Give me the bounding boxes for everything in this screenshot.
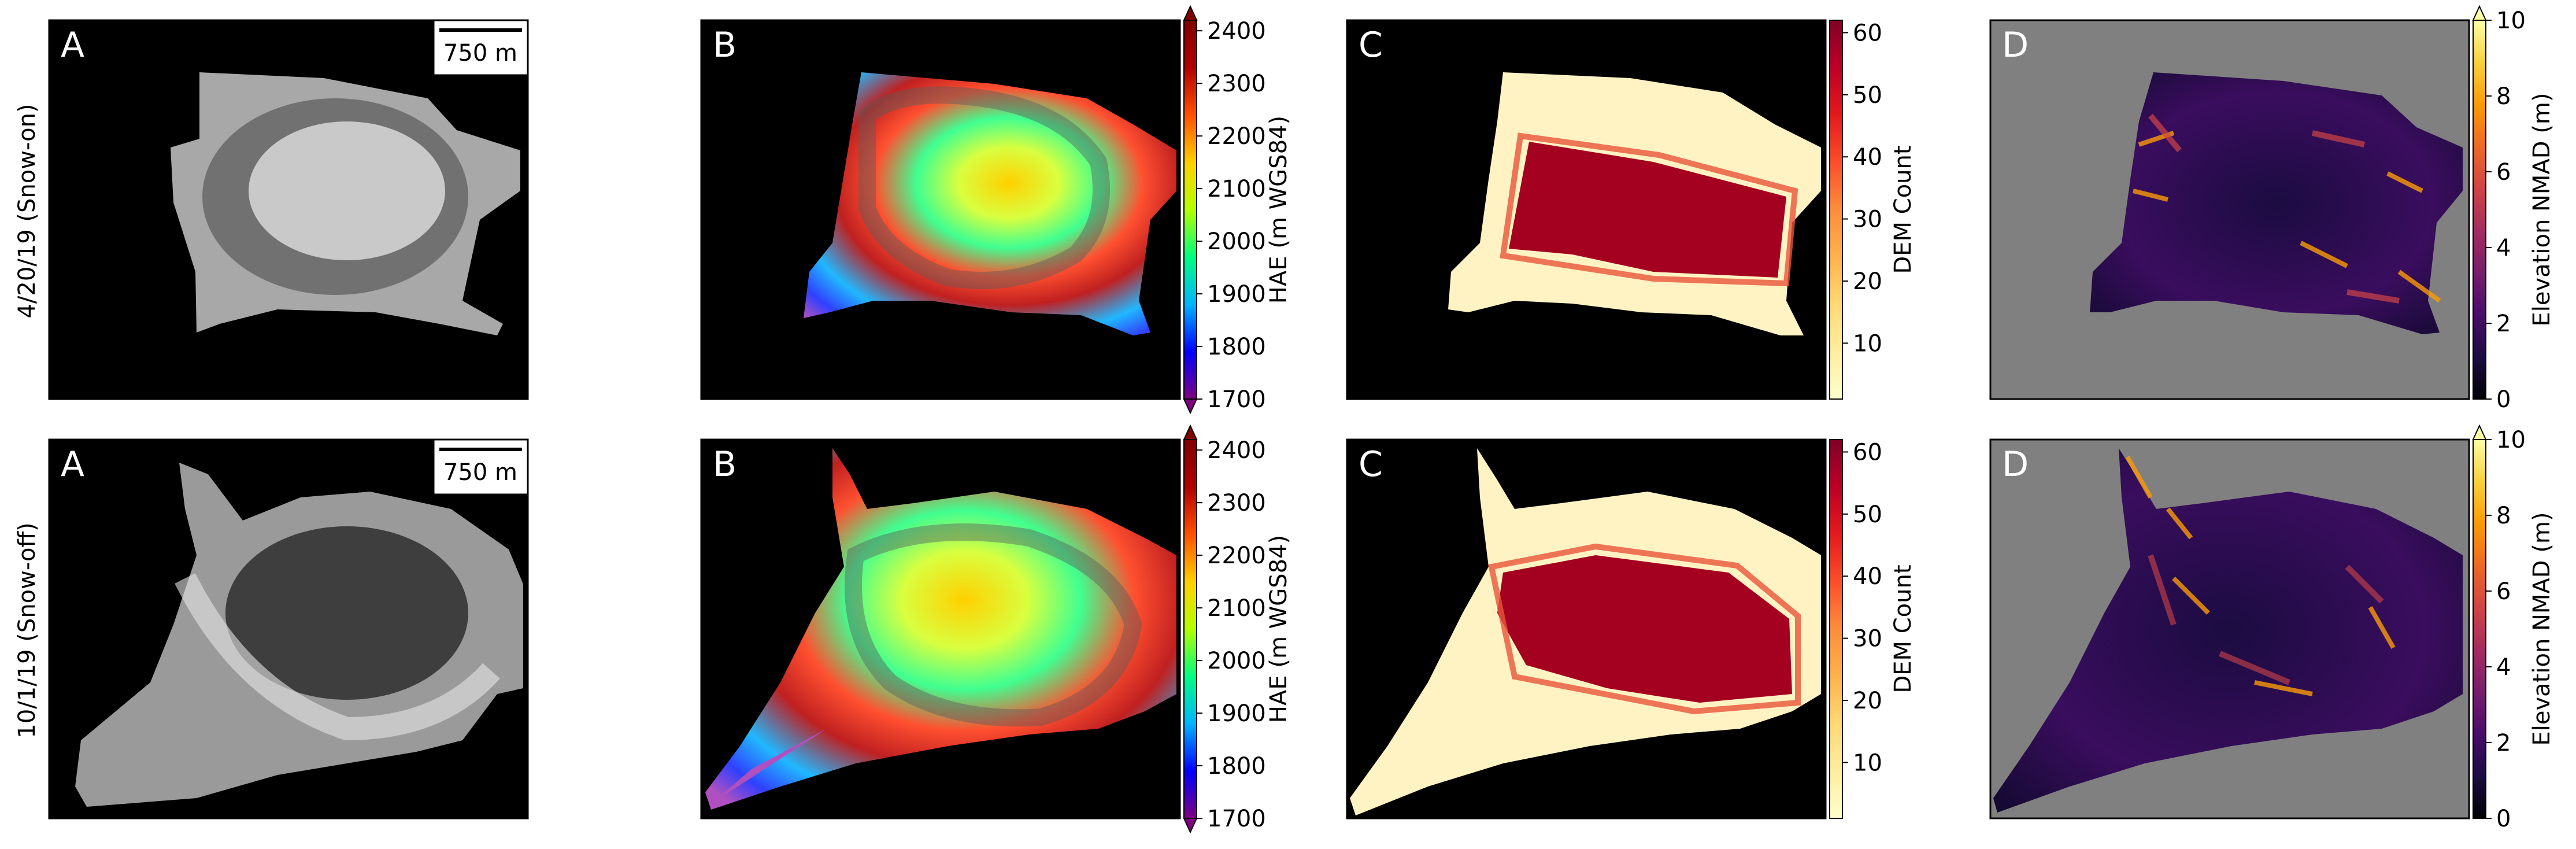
colorbar-tick-label: 4 [2496, 654, 2511, 681]
colorbar-tick-label: 1800 [1207, 334, 1266, 360]
colorbar-tick-label: 1700 [1207, 386, 1266, 413]
panel-letter-d-bottom: D [2002, 444, 2029, 485]
nmad-mask-bottom [1993, 448, 2463, 813]
nmad-mask-top [2090, 72, 2463, 334]
panel-letter-a-bottom: A [61, 444, 84, 485]
colorbar-b-1 [1183, 439, 1197, 819]
colorbar-tick-label: 4 [2496, 235, 2511, 261]
colorbar-label-d-1: Elevation NMAD (m) [2529, 512, 2555, 745]
panel-a-top: 750 m A [48, 19, 529, 400]
panel-c-bottom: C [1346, 438, 1827, 820]
colorbar-tick-label: 10 [1853, 750, 1882, 776]
colorbar-extend-max-b-1 [1183, 424, 1198, 440]
colorbar-tick-label: 10 [2496, 427, 2526, 453]
colorbar-tick-label: 2400 [1207, 18, 1266, 45]
colorbar-tick-label: 0 [2496, 386, 2511, 413]
dem-mask-bottom [705, 448, 1176, 810]
colorbar-extend-max-d-0 [2472, 5, 2487, 21]
panel-b-bottom: B [700, 438, 1181, 820]
panel-letter-a-top: A [61, 25, 84, 65]
panel-d-top: D [1989, 19, 2470, 400]
colorbar-label-b-1: HAE (m WGS84) [1265, 535, 1292, 723]
colorbar-tick-label: 2300 [1207, 490, 1266, 516]
panel-letter-c-bottom: C [1359, 444, 1383, 485]
colorbar-tick-label: 30 [1853, 626, 1882, 652]
colorbar-tick-label: 40 [1853, 563, 1882, 590]
colorbar-tick-label: 2200 [1207, 123, 1266, 150]
colorbar-tick-label: 2000 [1207, 228, 1266, 255]
colorbar-tick-label: 2300 [1207, 71, 1266, 97]
colorbar-tick-label: 2000 [1207, 648, 1266, 674]
colorbar-tick-label: 8 [2496, 503, 2511, 529]
colorbar-tick-label: 2100 [1207, 176, 1266, 202]
panel-letter-b-top: B [713, 25, 736, 65]
colorbar-tick-label: 2400 [1207, 437, 1266, 464]
colorbar-label-c-0: DEM Count [1890, 145, 1916, 274]
panel-letter-c-top: C [1359, 25, 1383, 65]
colorbar-d-0 [2473, 20, 2486, 400]
colorbar-d-1 [2473, 439, 2486, 819]
panel-b-top: B [700, 19, 1181, 400]
colorbar-tick-label: 1800 [1207, 753, 1266, 780]
colorbar-tick-label: 50 [1853, 82, 1882, 109]
colorbar-tick-label: 2 [2496, 730, 2511, 756]
colorbar-tick-label: 20 [1853, 688, 1882, 714]
colorbar-tick-label: 6 [2496, 578, 2511, 605]
colorbar-tick-label: 60 [1853, 439, 1882, 466]
colorbar-tick-label: 10 [2496, 8, 2526, 34]
dem-mask-top [804, 72, 1176, 335]
colorbar-label-c-1: DEM Count [1890, 564, 1916, 693]
colorbar-tick-label: 60 [1853, 20, 1882, 46]
colorbar-tick-label: 2 [2496, 311, 2511, 337]
scalebar-label-bottom: 750 m [443, 459, 517, 486]
colorbar-extend-max-b-0 [1183, 5, 1198, 21]
row-label-bottom: 10/1/19 (Snow-off) [14, 522, 40, 738]
panel-d-bottom: D [1989, 438, 2470, 820]
colorbar-tick-label: 40 [1853, 144, 1882, 171]
count-core-top [1509, 142, 1786, 278]
colorbar-b-0 [1183, 20, 1197, 400]
colorbar-tick-label: 2200 [1207, 542, 1266, 569]
row-label-top: 4/20/19 (Snow-on) [14, 104, 40, 318]
colorbar-tick-label: 8 [2496, 83, 2511, 110]
colorbar-tick-label: 50 [1853, 501, 1882, 528]
colorbar-c-1 [1829, 439, 1843, 819]
colorbar-label-b-0: HAE (m WGS84) [1265, 116, 1292, 304]
colorbar-extend-min-b-1 [1183, 818, 1198, 834]
colorbar-tick-label: 0 [2496, 806, 2511, 832]
colorbar-tick-label: 6 [2496, 159, 2511, 186]
colorbar-label-d-0: Elevation NMAD (m) [2529, 93, 2555, 326]
panel-c-top: C [1346, 19, 1827, 400]
colorbar-tick-label: 30 [1853, 206, 1882, 233]
colorbar-extend-min-b-0 [1183, 398, 1198, 415]
colorbar-tick-label: 20 [1853, 268, 1882, 295]
panel-letter-d-top: D [2002, 25, 2029, 65]
panel-a-bottom: 750 m A [48, 438, 529, 820]
colorbar-tick-label: 1900 [1207, 281, 1266, 308]
count-core-bottom [1497, 555, 1792, 703]
colorbar-tick-label: 10 [1853, 330, 1882, 357]
panel-letter-b-bottom: B [713, 444, 736, 485]
colorbar-c-0 [1829, 20, 1843, 400]
colorbar-tick-label: 1900 [1207, 700, 1266, 727]
scalebar-label-top: 750 m [443, 40, 517, 67]
colorbar-tick-label: 1700 [1207, 806, 1266, 832]
colorbar-tick-label: 2100 [1207, 595, 1266, 622]
colorbar-extend-max-d-1 [2472, 424, 2487, 440]
